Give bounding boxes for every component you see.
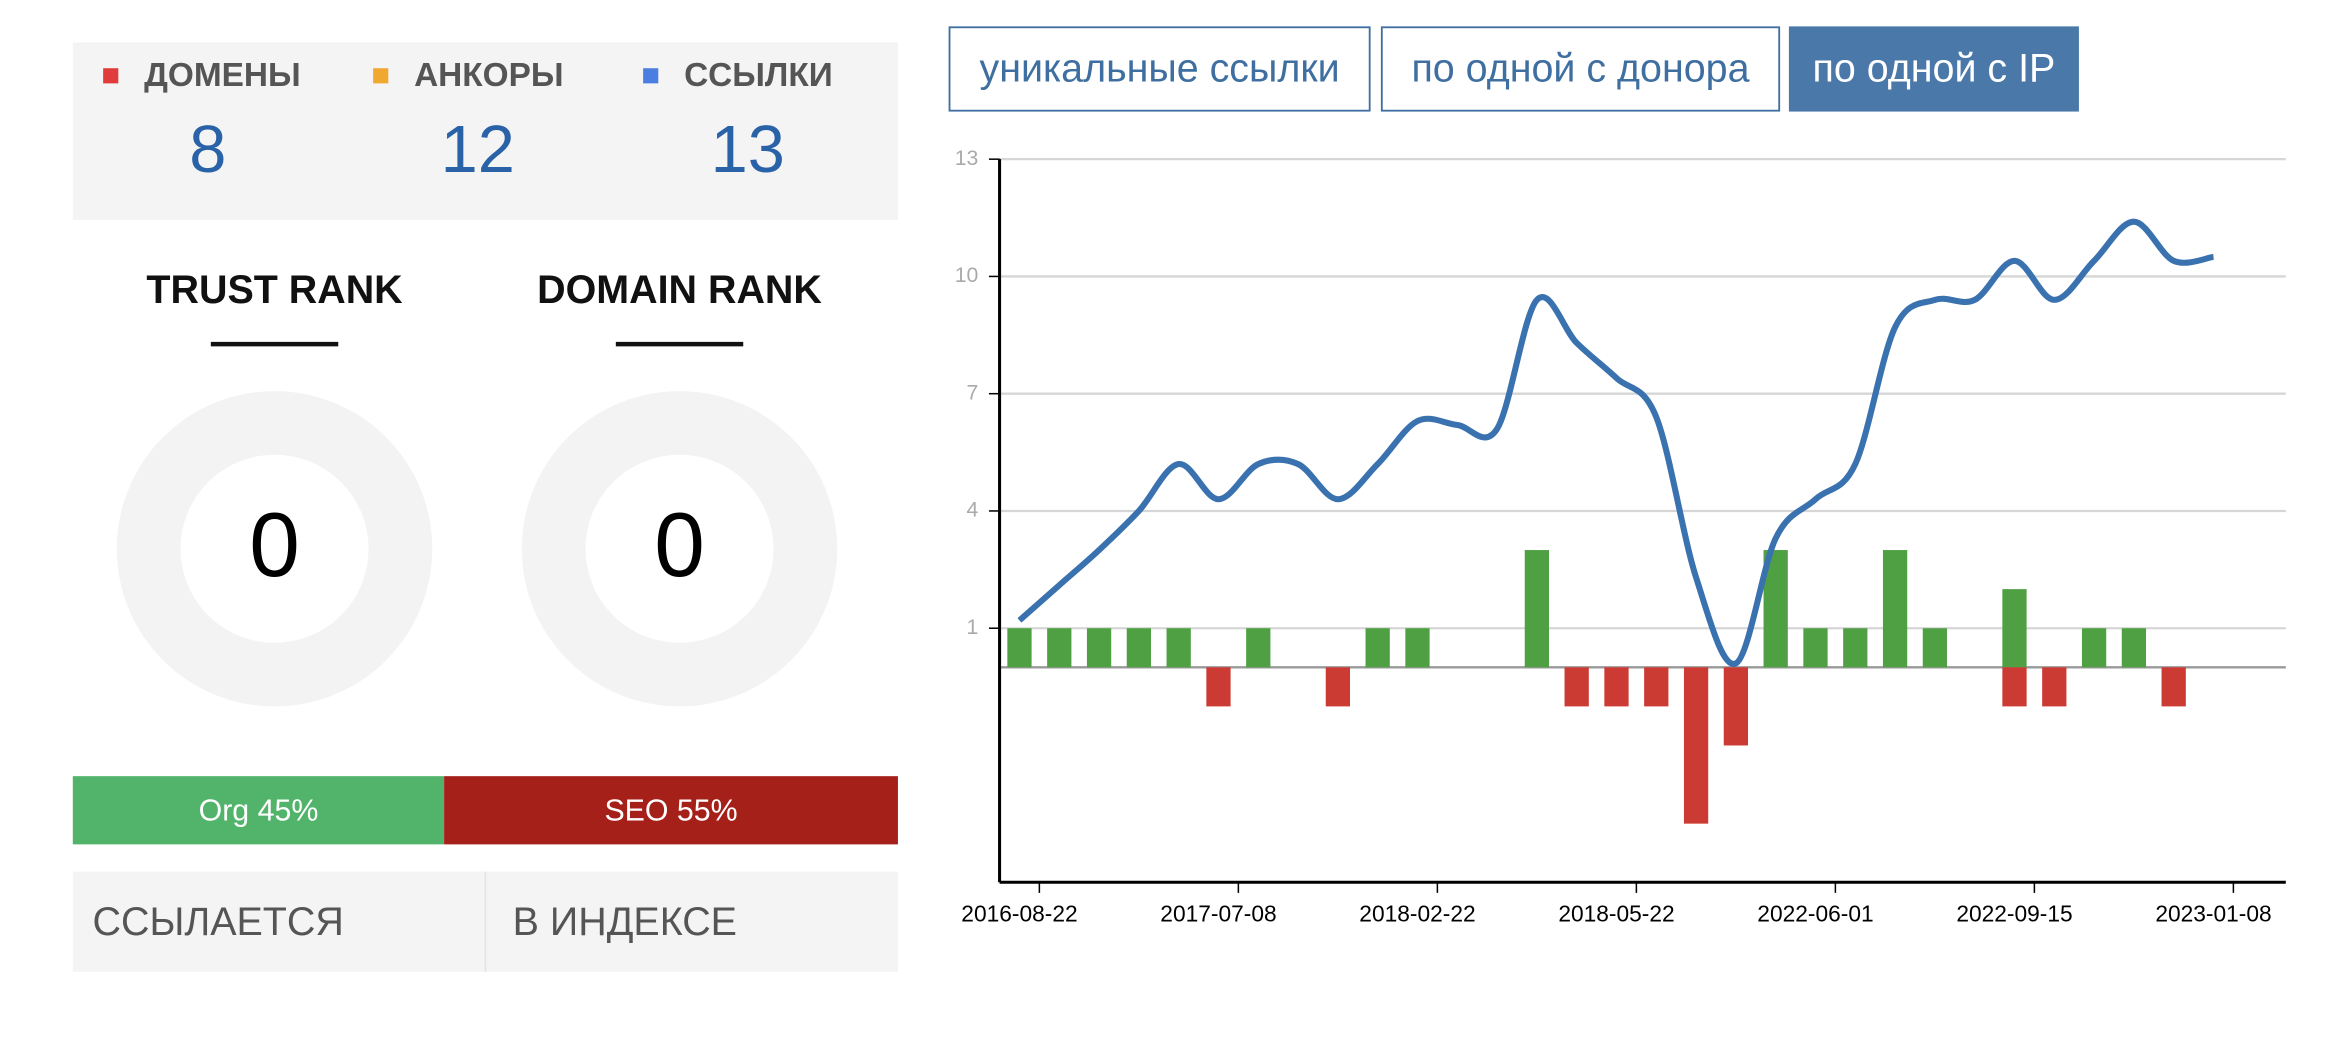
bar bbox=[1126, 628, 1152, 668]
bar bbox=[1007, 628, 1032, 668]
split-label: Org 45% bbox=[199, 795, 319, 828]
split-label: SEO 55% bbox=[604, 795, 737, 828]
y-tick-label: 13 bbox=[955, 147, 979, 170]
y-tick-label: 10 bbox=[955, 264, 979, 287]
bar bbox=[1047, 628, 1072, 668]
stat-label: АНКОРЫ bbox=[414, 57, 563, 94]
stat-value: 12 bbox=[441, 113, 515, 187]
bar bbox=[2002, 667, 2027, 707]
links-label[interactable]: ССЫЛАЕТСЯ bbox=[93, 900, 344, 944]
x-tick-label: 2022-06-01 bbox=[1757, 901, 1873, 927]
y-tick-label: 7 bbox=[967, 381, 979, 404]
x-tick-label: 2023-01-08 bbox=[2155, 901, 2271, 927]
rank-title: DOMAIN RANK bbox=[537, 268, 822, 312]
x-tick-label: 2018-02-22 bbox=[1359, 901, 1475, 927]
rank-title: TRUST RANK bbox=[146, 268, 403, 312]
x-tick-label: 2017-07-08 bbox=[1160, 901, 1276, 927]
line bbox=[1017, 218, 2215, 667]
split-bar bbox=[444, 776, 898, 845]
rank-ring bbox=[116, 391, 433, 707]
bar bbox=[1365, 628, 1390, 668]
tab[interactable] bbox=[1788, 26, 2079, 112]
bar bbox=[2042, 667, 2067, 707]
bar bbox=[1723, 667, 1749, 746]
y-tick-label: 4 bbox=[967, 499, 979, 522]
stat-label: ССЫЛКИ bbox=[684, 57, 833, 94]
rank-ring bbox=[521, 391, 838, 707]
split-bar bbox=[72, 776, 445, 845]
bar bbox=[1564, 667, 1589, 707]
bar bbox=[1325, 667, 1351, 707]
stats-panel bbox=[72, 42, 898, 220]
bar bbox=[1803, 628, 1828, 668]
bar bbox=[1524, 550, 1550, 668]
legend-swatch bbox=[643, 68, 659, 84]
bar bbox=[1644, 667, 1669, 707]
rank-value: 0 bbox=[654, 495, 705, 596]
tab-label[interactable]: по одной с донора bbox=[1411, 47, 1749, 91]
bar bbox=[2161, 667, 2186, 707]
tab-label[interactable]: по одной с IP bbox=[1812, 47, 2055, 91]
x-tick-label: 2018-05-22 bbox=[1558, 901, 1674, 927]
x-tick-label: 2022-09-15 bbox=[1956, 901, 2072, 927]
tab-label[interactable]: уникальные ссылки bbox=[980, 47, 1340, 91]
y-tick-label: 1 bbox=[967, 616, 979, 639]
legend-swatch bbox=[103, 68, 119, 84]
bar bbox=[1922, 628, 1948, 668]
stat-value: 8 bbox=[189, 113, 226, 187]
stat-label: ДОМЕНЫ bbox=[144, 57, 301, 94]
bar bbox=[1166, 628, 1191, 668]
bar bbox=[1206, 667, 1231, 707]
bar bbox=[2002, 589, 2027, 668]
bar bbox=[1843, 628, 1868, 668]
bar bbox=[1246, 628, 1271, 668]
tab[interactable] bbox=[948, 26, 1371, 112]
links-label[interactable]: В ИНДЕКСЕ bbox=[513, 900, 737, 944]
bar bbox=[1683, 667, 1709, 824]
bar bbox=[1405, 628, 1430, 668]
rank-value: 0 bbox=[249, 495, 300, 596]
bar bbox=[2081, 628, 2107, 668]
stat-value: 13 bbox=[711, 113, 785, 187]
bar bbox=[1086, 628, 1112, 668]
bar bbox=[1882, 550, 1908, 668]
bar bbox=[2121, 628, 2147, 668]
x-tick-label: 2016-08-22 bbox=[961, 901, 1077, 927]
bar bbox=[1604, 667, 1629, 707]
legend-swatch bbox=[373, 68, 389, 84]
tab[interactable] bbox=[1380, 26, 1781, 112]
